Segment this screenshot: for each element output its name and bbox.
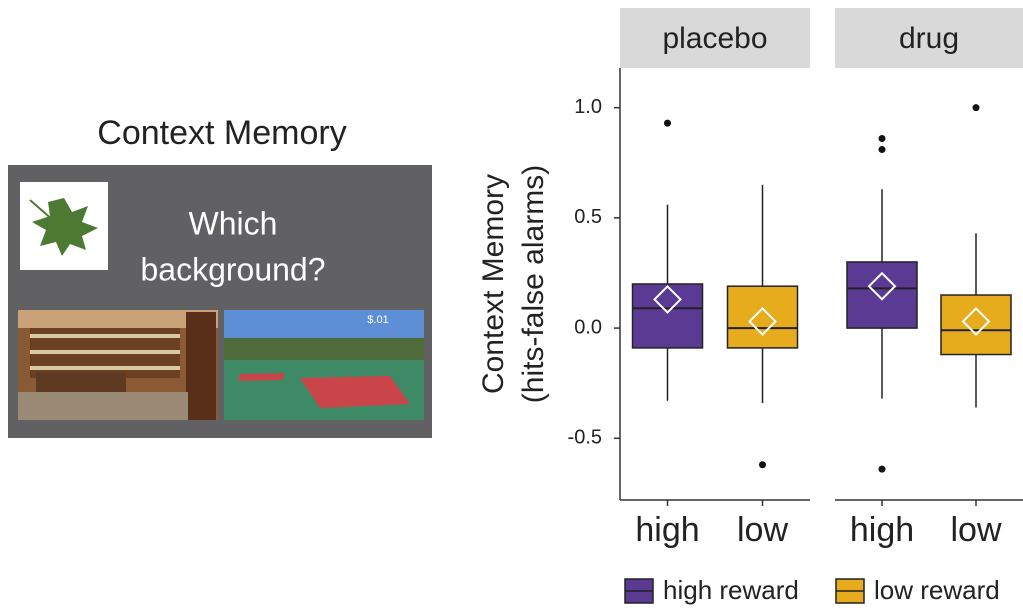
court-photo: $.01 xyxy=(224,310,424,420)
x-tick-label: low xyxy=(737,511,788,549)
outlier xyxy=(664,120,671,127)
question-line: Which xyxy=(189,205,278,241)
y-tick-label: 0.0 xyxy=(574,316,602,338)
y-axis-label: Context Memory xyxy=(477,174,510,394)
figure: Context Memory Which background? $.01 Co… xyxy=(0,0,1023,612)
library-photo xyxy=(18,310,218,420)
y-tick-label: -0.5 xyxy=(568,427,602,449)
box xyxy=(941,295,1011,355)
question-line: background? xyxy=(140,251,325,287)
y-axis-label: (hits-false alarms) xyxy=(517,165,550,403)
outlier xyxy=(879,146,886,153)
panel-title: Context Memory xyxy=(97,114,346,152)
x-tick-label: high xyxy=(635,511,699,549)
strip-label: drug xyxy=(899,22,959,55)
legend-label: low reward xyxy=(874,575,1000,605)
outlier xyxy=(879,135,886,142)
box xyxy=(633,284,703,348)
legend-label: high reward xyxy=(663,575,799,605)
x-tick-label: low xyxy=(950,511,1001,549)
strip-label: placebo xyxy=(662,22,767,55)
cost-label: $.01 xyxy=(367,314,388,326)
outlier xyxy=(759,461,766,468)
outlier xyxy=(973,104,980,111)
x-tick-label: high xyxy=(850,511,914,549)
box xyxy=(728,286,798,348)
y-tick-label: 1.0 xyxy=(574,96,602,118)
y-tick-label: 0.5 xyxy=(574,206,602,228)
outlier xyxy=(879,466,886,473)
